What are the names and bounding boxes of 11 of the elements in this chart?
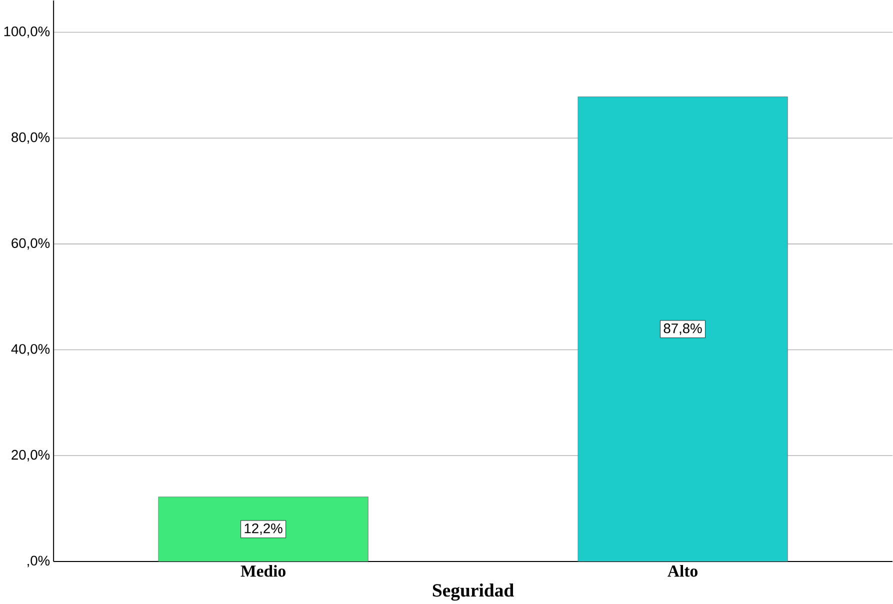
data-label: 12,2% xyxy=(244,524,282,535)
y-tick-label: 60,0% xyxy=(12,238,50,250)
y-tick-label: 20,0% xyxy=(12,450,50,462)
data-label: 87,8% xyxy=(664,323,702,335)
y-tick-label: 40,0% xyxy=(11,344,50,356)
x-tick-label: Medio xyxy=(240,564,286,577)
y-tick-label: 100,0% xyxy=(4,26,50,38)
x-axis-title: Seguridad xyxy=(432,584,514,601)
y-tick-label: ,0% xyxy=(28,556,50,568)
x-tick-label: Alto xyxy=(668,564,698,577)
y-tick-label: 80,0% xyxy=(12,132,50,144)
